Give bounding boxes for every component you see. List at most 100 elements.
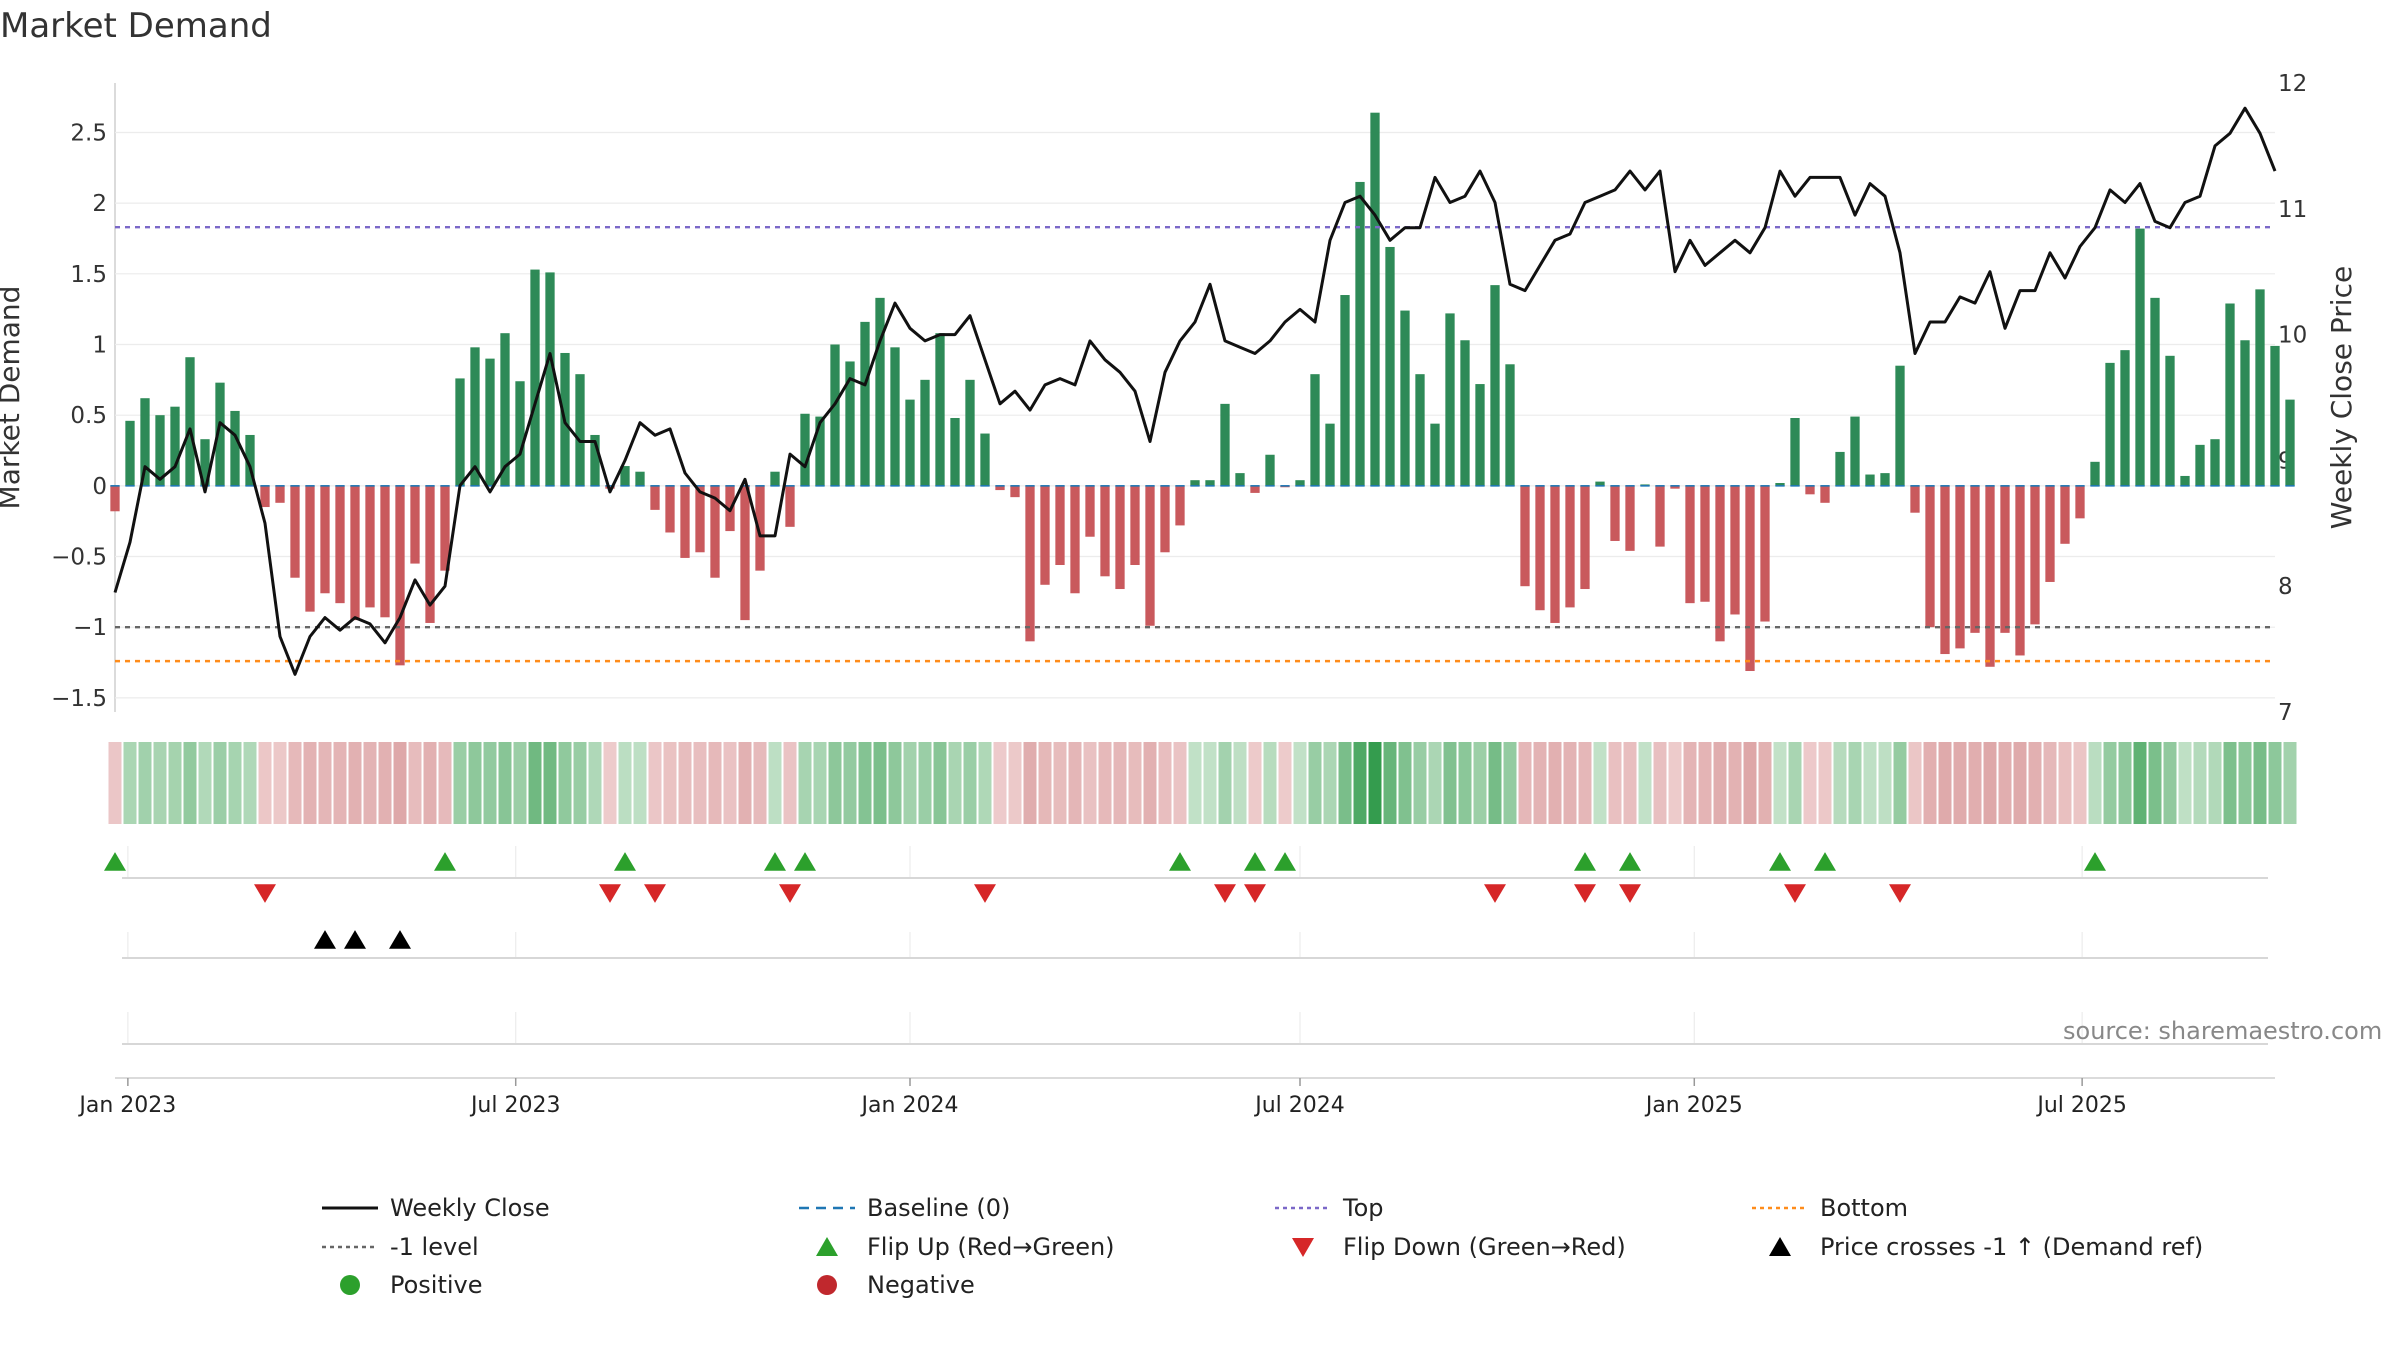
strip-cell	[603, 742, 617, 824]
demand-bar	[2270, 345, 2280, 486]
strip-cell	[198, 742, 212, 824]
demand-bar	[2060, 485, 2070, 544]
strip-cell	[1818, 742, 1832, 824]
demand-bar	[1085, 485, 1095, 537]
strip-cell	[648, 742, 662, 824]
price-cross-marker	[344, 930, 366, 949]
right-tick-label: 10	[2278, 323, 2307, 349]
strip-cell	[1953, 742, 1967, 824]
flip-up-marker	[104, 852, 126, 871]
demand-bar	[395, 485, 405, 666]
strip-cell	[1638, 742, 1652, 824]
demand-bar	[1745, 485, 1755, 672]
strip-cell	[1098, 742, 1112, 824]
strip-cell	[2058, 742, 2072, 824]
strip-cell	[2118, 742, 2132, 824]
demand-bar	[1130, 485, 1140, 565]
demand-bar	[1190, 480, 1200, 486]
flip-down-marker	[1889, 884, 1911, 903]
right-tick-label: 12	[2278, 71, 2307, 97]
strip-cell	[1023, 742, 1037, 824]
flip-up-marker	[794, 852, 816, 871]
demand-bar	[980, 433, 990, 486]
strip-cell	[1308, 742, 1322, 824]
demand-bar	[1370, 112, 1380, 486]
strip-cell	[1158, 742, 1172, 824]
strip-cell	[798, 742, 812, 824]
demand-bar	[680, 485, 690, 558]
strip-cell	[1908, 742, 1922, 824]
demand-bar	[755, 485, 765, 571]
strip-cell	[2013, 742, 2027, 824]
demand-bar	[1505, 364, 1515, 486]
demand-bar	[500, 333, 510, 486]
strip-cell	[843, 742, 857, 824]
demand-bar	[1445, 313, 1455, 486]
flip-down-marker	[974, 884, 996, 903]
strip-cell	[1983, 742, 1997, 824]
flip-down-marker	[779, 884, 801, 903]
demand-bar	[545, 272, 555, 486]
left-tick-label: 0	[92, 474, 107, 500]
demand-bar	[1625, 485, 1635, 551]
demand-bar	[455, 378, 465, 486]
demand-bar	[1775, 483, 1785, 486]
x-tick-label: Jan 2023	[77, 1093, 176, 1118]
flip-up-marker	[1244, 852, 1266, 871]
strip-cell	[348, 742, 362, 824]
strip-cell	[1173, 742, 1187, 824]
demand-bar	[140, 398, 150, 486]
demand-bar	[1385, 246, 1395, 486]
price-cross-marker	[314, 930, 336, 949]
strip-cell	[1623, 742, 1637, 824]
strip-cell	[1458, 742, 1472, 824]
right-tick-label: 7	[2278, 700, 2293, 726]
strip-cell	[2163, 742, 2177, 824]
demand-bar	[200, 439, 210, 486]
demand-bar	[1460, 340, 1470, 486]
demand-bar	[215, 382, 225, 486]
strip-cell	[1278, 742, 1292, 824]
demand-bar	[350, 485, 360, 621]
demand-bar	[365, 485, 375, 608]
strip-cell	[1668, 742, 1682, 824]
strip-cell	[183, 742, 197, 824]
strip-cell	[498, 742, 512, 824]
strip-cell	[723, 742, 737, 824]
demand-bar	[1340, 295, 1350, 486]
strip-cell	[1293, 742, 1307, 824]
strip-cell	[453, 742, 467, 824]
demand-bar	[2255, 289, 2265, 486]
demand-bar	[1610, 485, 1620, 541]
strip-cell	[423, 742, 437, 824]
demand-bar	[845, 361, 855, 486]
strip-cell	[288, 742, 302, 824]
demand-bar	[530, 269, 540, 486]
strip-cell	[243, 742, 257, 824]
strip-cell	[1068, 742, 1082, 824]
strip-cell	[1218, 742, 1232, 824]
strip-cell	[228, 742, 242, 824]
demand-bar	[2015, 485, 2025, 656]
strip-cell	[1683, 742, 1697, 824]
strip-cell	[588, 742, 602, 824]
right-tick-label: 8	[2278, 574, 2293, 600]
strip-cell	[1698, 742, 1712, 824]
demand-bar	[965, 379, 975, 486]
demand-bar	[1355, 181, 1365, 486]
demand-bar	[1595, 481, 1605, 486]
demand-bar	[170, 406, 180, 486]
demand-bar	[1250, 485, 1260, 493]
strip-cell	[828, 742, 842, 824]
demand-bar	[290, 485, 300, 578]
x-tick-label: Jul 2023	[469, 1093, 561, 1118]
demand-bar	[2105, 362, 2115, 486]
strip-cell	[933, 742, 947, 824]
strip-cell	[168, 742, 182, 824]
strip-cell	[2043, 742, 2057, 824]
strip-cell	[2103, 742, 2117, 824]
strip-cell	[1533, 742, 1547, 824]
strip-cell	[1803, 742, 1817, 824]
strip-cell	[618, 742, 632, 824]
demand-bar	[1220, 403, 1230, 486]
